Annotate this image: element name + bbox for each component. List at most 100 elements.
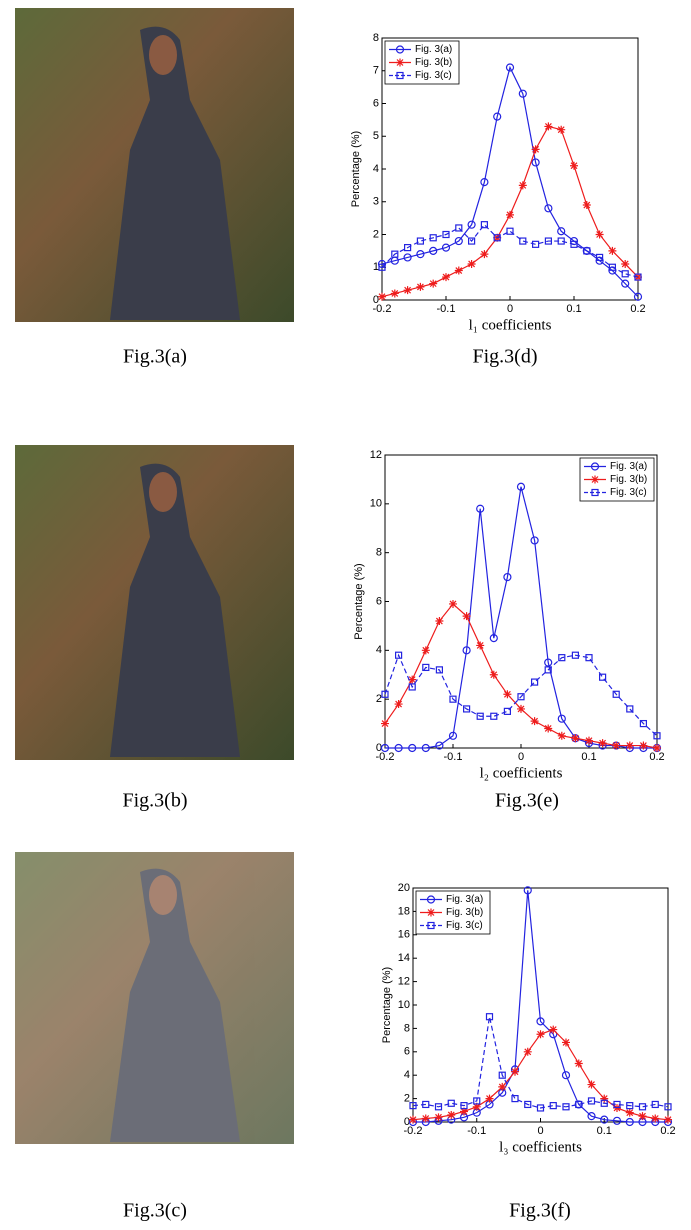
y-tick-label: 0 xyxy=(376,742,382,754)
x-tick-label: 0.1 xyxy=(581,751,596,763)
marker xyxy=(378,263,386,271)
y-tick-label: 8 xyxy=(376,547,382,559)
marker xyxy=(516,482,526,491)
marker xyxy=(454,266,463,275)
marker xyxy=(489,634,498,643)
marker xyxy=(651,1100,659,1109)
marker xyxy=(639,719,648,728)
marker xyxy=(408,683,416,691)
marker xyxy=(598,673,607,681)
marker xyxy=(476,712,484,720)
marker xyxy=(505,63,515,72)
series-line xyxy=(413,890,668,1123)
marker xyxy=(549,1025,558,1034)
marker xyxy=(408,675,417,684)
marker xyxy=(447,1110,456,1119)
marker xyxy=(600,1094,609,1103)
y-tick-label: 2 xyxy=(373,228,379,240)
y-tick-label: 1 xyxy=(373,261,379,273)
marker xyxy=(595,253,604,262)
photo-c xyxy=(15,852,294,1144)
marker xyxy=(626,705,634,713)
caption: Fig.3(d) xyxy=(473,346,538,368)
marker xyxy=(626,1102,634,1110)
marker xyxy=(575,1100,583,1109)
marker xyxy=(544,237,553,245)
marker xyxy=(585,736,593,745)
marker xyxy=(447,1099,455,1107)
marker xyxy=(390,289,399,298)
marker xyxy=(476,504,485,513)
legend-label: Fig. 3(a) xyxy=(446,894,483,905)
x-tick-label: 0 xyxy=(537,1125,543,1137)
marker xyxy=(489,670,498,679)
marker xyxy=(403,286,412,295)
legend-label: Fig. 3(c) xyxy=(610,487,647,498)
marker xyxy=(571,734,580,743)
marker xyxy=(544,666,552,674)
marker xyxy=(394,700,403,709)
marker xyxy=(498,1082,507,1091)
marker xyxy=(557,731,566,740)
marker xyxy=(490,712,498,720)
y-tick-label: 10 xyxy=(370,498,382,510)
marker xyxy=(463,705,471,713)
caption: Fig.3(e) xyxy=(495,790,559,812)
marker xyxy=(454,236,463,246)
marker xyxy=(638,1103,647,1111)
marker xyxy=(462,612,471,621)
marker xyxy=(381,690,389,698)
marker xyxy=(517,693,525,701)
y-axis-label: Percentage (%) xyxy=(353,563,365,639)
marker xyxy=(557,237,565,245)
marker xyxy=(421,646,430,655)
marker xyxy=(434,1103,443,1111)
marker xyxy=(621,270,629,278)
marker xyxy=(612,1116,622,1125)
marker xyxy=(472,1102,481,1111)
x-tick-label: -0.2 xyxy=(373,303,392,315)
legend-label: Fig. 3(b) xyxy=(415,57,452,68)
legend-label: Fig. 3(c) xyxy=(446,920,483,931)
marker xyxy=(557,125,566,134)
marker xyxy=(448,731,458,740)
marker xyxy=(625,1117,634,1127)
series-line xyxy=(412,1016,669,1109)
photo-a xyxy=(15,8,294,322)
marker xyxy=(582,201,591,210)
x-tick-label: 0 xyxy=(518,751,524,763)
marker xyxy=(503,690,512,699)
marker xyxy=(612,741,621,750)
marker xyxy=(396,58,404,67)
marker xyxy=(403,253,412,262)
marker xyxy=(442,273,450,282)
y-tick-label: 18 xyxy=(398,905,410,917)
x-tick-label: 0.1 xyxy=(566,303,581,315)
marker xyxy=(557,714,566,723)
y-tick-label: 20 xyxy=(398,882,410,894)
y-tick-label: 0 xyxy=(373,294,379,306)
x-tick-label: -0.1 xyxy=(437,303,456,315)
marker xyxy=(391,250,399,258)
marker xyxy=(427,908,435,917)
marker xyxy=(467,259,476,268)
marker xyxy=(511,1094,519,1103)
legend-label: Fig. 3(b) xyxy=(446,907,483,918)
marker xyxy=(653,732,661,740)
marker xyxy=(639,741,648,750)
series-line xyxy=(381,223,639,278)
marker xyxy=(625,741,634,750)
marker xyxy=(380,743,390,753)
marker xyxy=(530,717,539,726)
marker xyxy=(531,145,540,154)
marker xyxy=(442,230,450,239)
marker xyxy=(429,234,437,242)
marker xyxy=(562,1103,570,1111)
marker xyxy=(544,204,553,213)
marker xyxy=(476,641,485,650)
y-tick-label: 7 xyxy=(373,65,379,77)
marker xyxy=(562,1038,570,1047)
marker xyxy=(544,122,553,131)
marker xyxy=(434,1113,443,1122)
